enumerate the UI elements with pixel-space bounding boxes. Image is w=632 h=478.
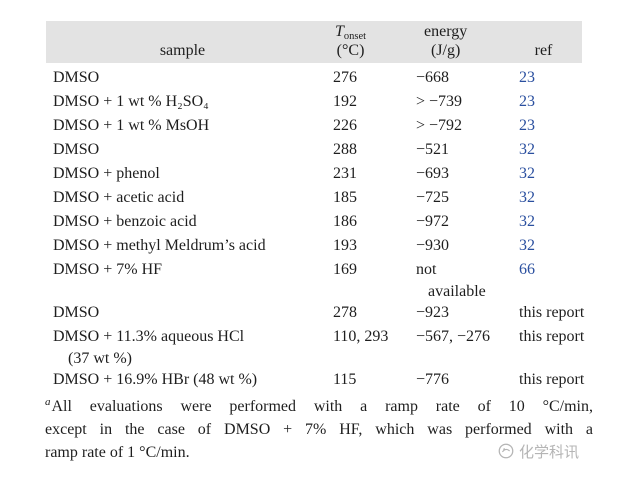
energy-cell: −693 xyxy=(416,165,450,182)
tonset-cell: 185 xyxy=(333,189,357,206)
tonset-cell: 186 xyxy=(333,213,357,230)
tonset-cell: 110, 293 xyxy=(333,328,389,345)
ref-citation-link[interactable]: 32 xyxy=(519,189,535,206)
sample-cell: DMSO + 11.3% aqueous HCl (37 wt %) xyxy=(53,328,245,367)
watermark: 化学科讯 xyxy=(497,441,579,461)
footnote-marker: a xyxy=(45,396,51,408)
ref-cell: this report xyxy=(519,304,585,321)
sample-cell: DMSO + benzoic acid xyxy=(53,213,197,230)
watermark-logo-icon xyxy=(498,443,514,459)
energy-cell: −725 xyxy=(416,189,450,206)
table-footnote: aAll evaluations were performed with a r… xyxy=(45,395,593,464)
energy-cell: −567, −276 xyxy=(416,328,491,345)
data-table: sample Tonset (°C) energy (J/g) ref DMSO xyxy=(46,21,593,392)
energy-cell: not available xyxy=(416,261,486,300)
ref-citation-link[interactable]: 23 xyxy=(519,93,535,110)
table-row: DMSO + phenol 231 −693 32 xyxy=(46,162,593,186)
watermark-text: 化学科讯 xyxy=(519,443,580,461)
energy-cell: −521 xyxy=(416,141,450,158)
table-row: DMSO + 16.9% HBr (48 wt %) 115 −776 this… xyxy=(46,368,593,392)
table-row: DMSO + acetic acid 185 −725 32 xyxy=(46,186,593,210)
sample-cell: DMSO xyxy=(53,141,100,158)
footnote-line: except in the case of DMSO + 7% HF, whic… xyxy=(45,421,593,438)
ref-citation-link[interactable]: 32 xyxy=(519,165,535,182)
ref-citation-link[interactable]: 32 xyxy=(519,237,535,254)
table-row: DMSO + methyl Meldrum’s acid 193 −930 32 xyxy=(46,234,593,258)
sample-cell: DMSO + 7% HF xyxy=(53,261,163,278)
sample-cell: DMSO + 16.9% HBr (48 wt %) xyxy=(53,371,258,388)
column-header-sample: sample xyxy=(159,42,206,59)
ref-citation-link[interactable]: 66 xyxy=(519,261,535,278)
tonset-cell: 226 xyxy=(333,117,357,134)
table-row: DMSO + 1 wt % MsOH 226 > −792 23 xyxy=(46,114,593,138)
energy-cell: −668 xyxy=(416,69,450,86)
tonset-cell: 231 xyxy=(333,165,357,182)
tonset-cell: 169 xyxy=(333,261,357,278)
footnote-line: aAll evaluations were performed with a r… xyxy=(45,396,593,416)
sample-cell: DMSO + phenol xyxy=(53,165,160,182)
energy-cell: −930 xyxy=(416,237,450,254)
energy-cell: −776 xyxy=(416,371,450,388)
table-row: DMSO 278 −923 this report xyxy=(46,301,593,325)
ref-citation-link[interactable]: 32 xyxy=(519,213,535,230)
tonset-cell: 193 xyxy=(333,237,357,254)
column-header-tonset: Tonset (°C) xyxy=(335,23,367,59)
table-row: DMSO + 1 wt % H₂SO₄ 192 > −739 23 xyxy=(46,90,593,114)
energy-cell: −923 xyxy=(416,304,450,321)
ref-citation-link[interactable]: 23 xyxy=(519,117,535,134)
column-header-ref: ref xyxy=(534,42,553,59)
sample-cell: DMSO + 1 wt % MsOH xyxy=(53,117,210,134)
table-row: DMSO 276 −668 23 xyxy=(46,66,593,90)
ref-cell: this report xyxy=(519,371,585,388)
energy-cell: > −792 xyxy=(416,117,463,134)
tonset-cell: 278 xyxy=(333,304,357,321)
tonset-cell: 115 xyxy=(333,371,357,388)
ref-citation-link[interactable]: 32 xyxy=(519,141,535,158)
ref-citation-link[interactable]: 23 xyxy=(519,69,535,86)
footnote-line: ramp rate of 1 °C/min. xyxy=(45,444,190,461)
table-header: sample Tonset (°C) energy (J/g) ref xyxy=(46,21,582,63)
column-header-energy: energy (J/g) xyxy=(424,23,468,59)
tonset-cell: 192 xyxy=(333,93,357,110)
sample-cell: DMSO + acetic acid xyxy=(53,189,185,206)
sample-cell: DMSO xyxy=(53,69,100,86)
energy-cell: > −739 xyxy=(416,93,463,110)
table-row: DMSO + 7% HF 169 not available 66 xyxy=(46,258,593,301)
tonset-cell: 288 xyxy=(333,141,357,158)
table-body: DMSO 276 −668 23 DMSO + 1 wt % H₂SO₄ 192… xyxy=(46,63,593,392)
table-row: DMSO + 11.3% aqueous HCl (37 wt %) 110, … xyxy=(46,325,593,368)
sample-cell: DMSO + methyl Meldrum’s acid xyxy=(53,237,266,254)
table-row: DMSO 288 −521 32 xyxy=(46,138,593,162)
sample-cell: DMSO xyxy=(53,304,100,321)
ref-cell: this report xyxy=(519,328,585,345)
table-row: DMSO + benzoic acid 186 −972 32 xyxy=(46,210,593,234)
tonset-cell: 276 xyxy=(333,69,357,86)
sample-cell: DMSO + 1 wt % H₂SO₄ xyxy=(53,93,209,110)
energy-cell: −972 xyxy=(416,213,450,230)
